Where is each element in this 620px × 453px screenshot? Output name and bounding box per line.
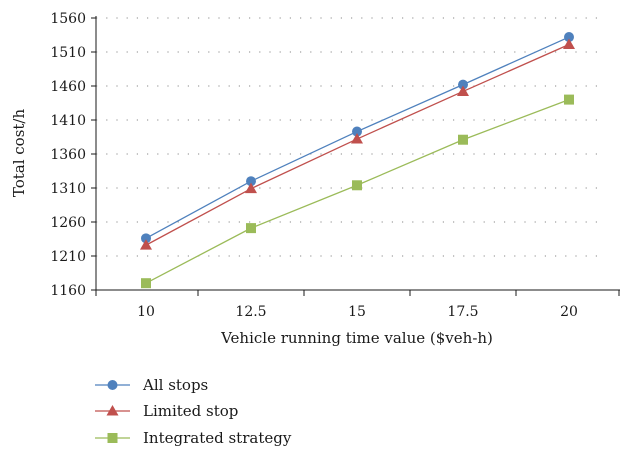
data-point-all-stops bbox=[564, 32, 574, 43]
legend-marker bbox=[107, 380, 118, 390]
legend-marker bbox=[107, 433, 118, 443]
legend-label: Limited stop bbox=[143, 402, 238, 420]
x-tick-label: 10 bbox=[137, 304, 155, 320]
x-axis-label: Vehicle running time value ($veh-h) bbox=[220, 329, 493, 347]
data-point-integrated-strategy bbox=[141, 278, 151, 289]
y-tick-label: 1560 bbox=[50, 11, 86, 27]
data-point-integrated-strategy bbox=[458, 134, 468, 145]
y-tick-label: 1510 bbox=[50, 45, 86, 61]
data-point-limited-stop bbox=[351, 133, 363, 144]
data-point-all-stops bbox=[246, 176, 256, 187]
axes bbox=[91, 16, 620, 296]
data-point-all-stops bbox=[352, 126, 362, 137]
series-group bbox=[140, 32, 575, 289]
legend: All stops Limited stop Integrated strategy bbox=[95, 376, 292, 447]
legend-item-all-stops: All stops bbox=[95, 376, 208, 394]
y-tick-label: 1260 bbox=[50, 215, 86, 231]
data-point-limited-stop bbox=[563, 38, 575, 50]
gridlines bbox=[96, 17, 600, 257]
y-axis-label: Total cost/h bbox=[10, 109, 28, 198]
x-tick-label: 12.5 bbox=[235, 304, 266, 320]
data-point-limited-stop bbox=[140, 239, 152, 250]
y-tick-label: 1310 bbox=[50, 181, 86, 197]
x-tick-label: 15 bbox=[348, 304, 366, 320]
legend-marker bbox=[106, 405, 119, 416]
legend-label: Integrated strategy bbox=[143, 429, 292, 447]
x-tick-label: 17.5 bbox=[447, 304, 478, 320]
x-tick-labels: 10 12.5 15 17.5 20 bbox=[137, 304, 578, 320]
series-line-limited-stop bbox=[145, 43, 570, 246]
y-tick-label: 1360 bbox=[50, 147, 86, 163]
data-point-limited-stop bbox=[457, 85, 469, 96]
y-tick-label: 1460 bbox=[50, 79, 86, 95]
series-all-stops bbox=[141, 32, 574, 244]
data-point-limited-stop bbox=[245, 182, 257, 194]
data-point-all-stops bbox=[458, 79, 468, 90]
series-integrated-strategy bbox=[141, 94, 574, 289]
data-point-integrated-strategy bbox=[564, 94, 574, 105]
data-point-all-stops bbox=[141, 233, 151, 244]
legend-label: All stops bbox=[142, 376, 208, 394]
y-tick-labels: 1160 1210 1260 1310 1360 1410 1460 1510 1560 bbox=[50, 11, 86, 299]
legend-item-limited-stop: Limited stop bbox=[95, 402, 238, 420]
data-point-integrated-strategy bbox=[246, 223, 256, 234]
y-tick-label: 1160 bbox=[50, 283, 86, 299]
series-limited-stop bbox=[140, 38, 575, 250]
data-point-integrated-strategy bbox=[352, 180, 362, 191]
y-tick-label: 1410 bbox=[50, 113, 86, 129]
x-tick-label: 20 bbox=[560, 304, 578, 320]
y-tick-label: 1210 bbox=[50, 249, 86, 265]
legend-item-integrated-strategy: Integrated strategy bbox=[95, 429, 292, 447]
